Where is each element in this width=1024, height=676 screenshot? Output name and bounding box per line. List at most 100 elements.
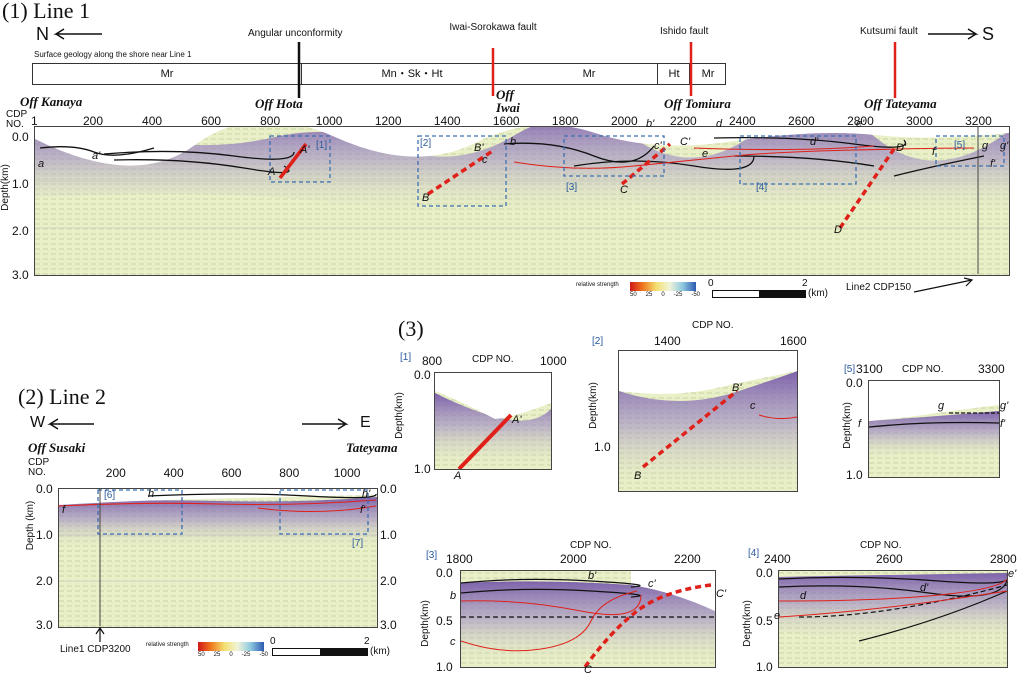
- inset3-id: [3]: [426, 550, 438, 561]
- inset1-cdp-label: CDP NO.: [472, 354, 514, 365]
- inset1-texture: [435, 373, 551, 469]
- inset4-id: [4]: [748, 548, 760, 559]
- inset5-x-3300: 3300: [978, 362, 1005, 376]
- legend2-tick-m50: -50: [259, 652, 268, 658]
- horizon-g: g: [982, 140, 989, 152]
- location-off-tateyama: Off Tateyama: [864, 96, 937, 111]
- fault-d-prime: D': [896, 142, 907, 154]
- inset5-f: f: [858, 418, 862, 430]
- line2-horizon-h: h: [148, 488, 155, 500]
- horizon-b-prime: b': [646, 118, 655, 130]
- panel3-title: (3): [398, 316, 424, 341]
- inset3-x-2000: 2000: [560, 552, 587, 566]
- cdp-tick-10: 2000: [610, 114, 638, 128]
- inset5-x-3100: 3100: [856, 362, 883, 376]
- inset5-d-0: 0.0: [846, 376, 863, 390]
- inset4-d-prime: d': [920, 582, 929, 594]
- inset4-d-05: 0.5: [756, 614, 773, 628]
- cdp-tick-13: 2600: [788, 114, 815, 128]
- inset3-d-0: 0.0: [436, 566, 453, 580]
- geology-caption: Surface geology along the shore near Lin…: [34, 50, 192, 59]
- inset1-x-800: 800: [422, 354, 443, 368]
- inset4-section: [778, 570, 1008, 668]
- line2-depth-0-right: 0.0: [380, 482, 397, 496]
- cdp-tick-7: 1400: [433, 114, 461, 128]
- inset3-cc: C: [584, 664, 592, 676]
- legend-tick-0: 0: [661, 292, 665, 298]
- depth-axis-label: Depth(km): [0, 164, 11, 211]
- panel1-title: (1) Line 1: [2, 0, 90, 23]
- inset2-b: B: [634, 470, 642, 482]
- location-tateyama: Tateyama: [346, 440, 398, 455]
- inset2-d-1: 1.0: [594, 440, 611, 454]
- south-arrow-icon: [928, 28, 979, 40]
- inset2-x-1600: 1600: [780, 334, 807, 348]
- inset4-depth-label: Depth(km): [741, 600, 753, 647]
- tie-arrow-icon: [913, 277, 974, 293]
- cdp-tick-2: 400: [142, 114, 163, 128]
- cdp-tick-5: 1000: [315, 114, 343, 128]
- cdp-tick-4: 800: [260, 114, 281, 128]
- west-label: W: [30, 414, 46, 431]
- inset1-x-1000: 1000: [540, 354, 567, 368]
- inset1-d-1: 1.0: [414, 462, 431, 476]
- cdp-tick-0: 1: [30, 114, 38, 128]
- color-scale-bar-line2: [198, 642, 264, 651]
- inset1-section: [434, 372, 552, 470]
- line2-scale-tick-2: 2: [364, 636, 370, 647]
- scale-unit: (km): [808, 288, 828, 299]
- geology-strip: Mr Mn・Sk・Ht Mr Ht Mr: [32, 63, 726, 85]
- depth-tick-1: 1.0: [12, 177, 29, 191]
- line2-cdp-tick-3: 800: [279, 466, 300, 480]
- inset3-b: b: [450, 590, 457, 602]
- horizon-f: f: [932, 146, 936, 158]
- ishido-fault-label: Ishido fault: [660, 26, 709, 37]
- cdp-axis-label-line2: CDP NO.: [28, 457, 49, 478]
- inset3-texture: [461, 571, 715, 667]
- distance-scale-bar: [712, 290, 806, 298]
- horizon-d-prime: d': [810, 136, 819, 148]
- inset4-d-0: 0.0: [756, 566, 773, 580]
- cdp-tick-12: 2400: [729, 114, 756, 128]
- geology-unit-ht: Ht: [657, 64, 690, 84]
- tie-line2-label: Line2 CDP150: [846, 282, 912, 293]
- line2-depth-0: 0.0: [36, 482, 53, 496]
- inset3-x-1800: 1800: [446, 552, 473, 566]
- inset5-texture: [869, 381, 999, 477]
- line2-interpretation: [57, 488, 377, 626]
- inset4-x-2400: 2400: [764, 552, 791, 566]
- inset3-depth-label: Depth(km): [419, 600, 431, 647]
- cdp-tick-1: 200: [83, 114, 104, 128]
- line2-cdp-tick-1: 400: [163, 466, 184, 480]
- north-label: N: [36, 24, 49, 44]
- legend-tick-m25: -25: [673, 292, 683, 298]
- depth-axis-label-line2: Depth (km): [25, 500, 37, 551]
- horizon-c: c: [482, 154, 488, 166]
- inset4-d: d: [800, 590, 807, 602]
- line2-depth-3-right: 3.0: [380, 618, 397, 632]
- scale-tick-0: 0: [708, 278, 714, 289]
- inset1-a-prime: A': [512, 414, 522, 426]
- inset2-x-1400: 1400: [654, 334, 681, 348]
- inset5-g-prime: g': [1000, 400, 1009, 412]
- location-off-susaki: Off Susaki: [28, 440, 86, 455]
- geology-unit-mn-sk-ht: Mn・Sk・Ht: [301, 64, 522, 84]
- geology-unit-mr-2: Mr: [582, 68, 596, 80]
- inset4-x-2600: 2600: [876, 552, 903, 566]
- inset1-depth-label: Depth(km): [393, 392, 405, 439]
- inset3-c-prime: c': [648, 578, 656, 590]
- inset1-d-0: 0.0: [414, 368, 431, 382]
- inset3-d-05: 0.5: [436, 614, 453, 628]
- cdp-tick-9: 1800: [551, 114, 579, 128]
- legend-title-line2: relative strength: [146, 642, 189, 648]
- horizon-b: b: [510, 136, 517, 148]
- horizon-a: a: [38, 158, 45, 170]
- line2-depth-1: 1.0: [36, 528, 53, 542]
- inset2-b-prime: B': [732, 382, 742, 394]
- inset5-id: [5]: [844, 364, 856, 375]
- north-arrow-icon: [53, 28, 102, 40]
- inset4-e: e: [774, 610, 781, 622]
- inset4-x-2800: 2800: [990, 552, 1017, 566]
- tie-line1-label: Line1 CDP3200: [60, 644, 131, 655]
- line2-depth-3: 3.0: [36, 618, 53, 632]
